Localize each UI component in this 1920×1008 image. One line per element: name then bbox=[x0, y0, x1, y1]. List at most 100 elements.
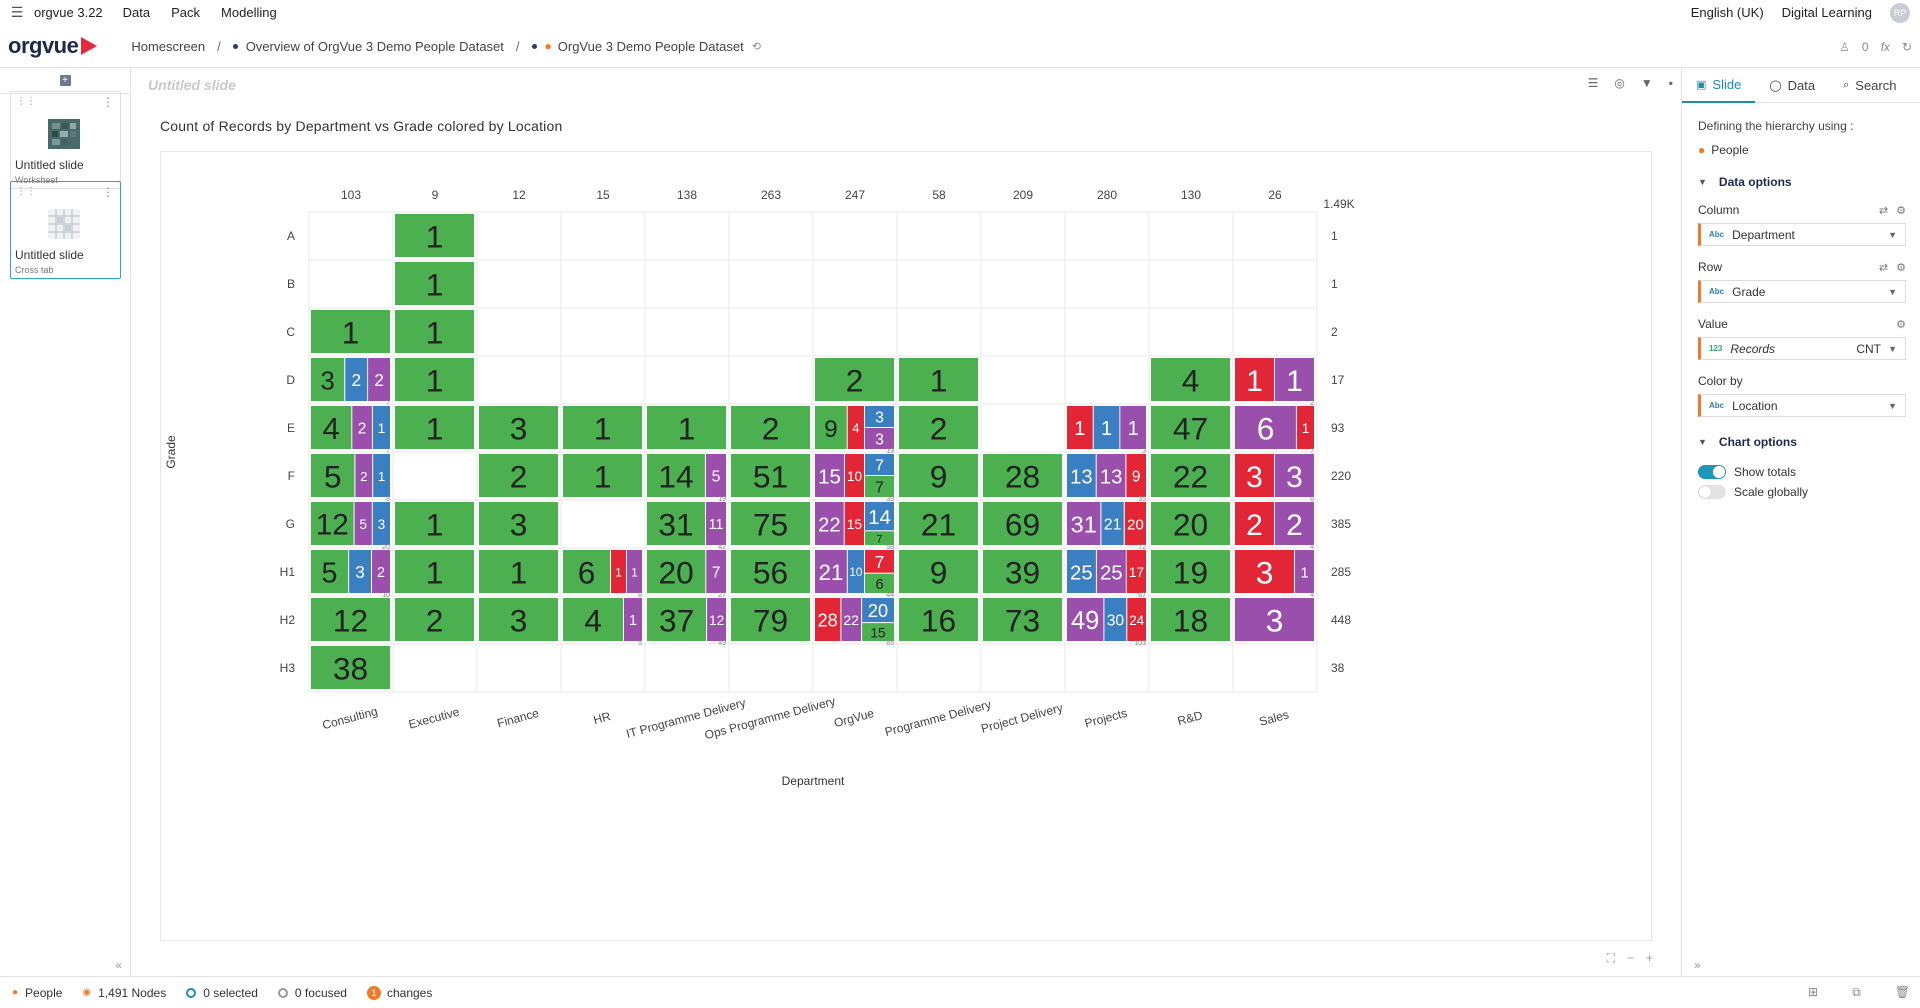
data-options-section[interactable]: ▼ Data options bbox=[1698, 175, 1906, 189]
duplicate-icon[interactable]: ⧉ bbox=[1852, 985, 1861, 999]
palette-icon[interactable]: ◎ bbox=[1614, 76, 1625, 90]
swap-icon[interactable]: ⇄ bbox=[1878, 261, 1889, 274]
breadcrumb-overview[interactable]: Overview of OrgVue 3 Demo People Dataset bbox=[232, 39, 504, 54]
cell-value: 3 bbox=[510, 410, 528, 446]
cell-value: 2 bbox=[930, 410, 948, 446]
cell-segment bbox=[1151, 454, 1230, 497]
language-selector[interactable]: English (UK) bbox=[1690, 5, 1764, 20]
expand-right-icon[interactable]: » bbox=[1694, 958, 1701, 972]
cell-segment bbox=[1067, 598, 1104, 641]
cell-segment bbox=[611, 550, 626, 593]
tab-slide[interactable]: ▣ Slide bbox=[1682, 68, 1756, 103]
formula-icon[interactable]: fx bbox=[1880, 39, 1890, 54]
status-nodes[interactable]: ◉ 1,491 Nodes bbox=[82, 986, 166, 1000]
swap-icon[interactable]: ⇄ bbox=[1878, 204, 1889, 217]
cell-segment bbox=[899, 502, 978, 545]
aggregation-value[interactable]: CNT bbox=[1856, 341, 1881, 356]
menu-modelling[interactable]: Modelling bbox=[221, 5, 277, 20]
slide-title: Untitled slide bbox=[15, 158, 84, 172]
hierarchy-value[interactable]: ● People bbox=[1698, 143, 1906, 157]
trash-icon[interactable]: 🗑 bbox=[1894, 985, 1910, 999]
status-selected-label: 0 selected bbox=[203, 985, 258, 1000]
add-slide-button[interactable]: + bbox=[59, 75, 71, 86]
status-selected[interactable]: 0 selected bbox=[186, 986, 258, 1000]
zoom-in-icon[interactable]: + bbox=[1645, 951, 1653, 965]
cell-segment bbox=[815, 454, 844, 497]
cell-value: 1 bbox=[629, 613, 637, 629]
slide-icon: ▣ bbox=[1696, 78, 1707, 91]
notes-icon[interactable]: ▪ bbox=[1668, 76, 1673, 90]
menu-pack[interactable]: Pack bbox=[171, 5, 201, 20]
refresh-icon[interactable]: ⟲ bbox=[751, 40, 761, 53]
sync-icon[interactable]: ↻ bbox=[1901, 39, 1912, 54]
gear-icon[interactable]: ⚙ bbox=[1896, 261, 1906, 274]
more-icon[interactable]: ⋮ bbox=[102, 95, 114, 109]
slide-type: Worksheet bbox=[15, 175, 58, 185]
cell-segment bbox=[1067, 406, 1093, 449]
cell-segment bbox=[865, 476, 894, 497]
gear-icon[interactable]: ⚙ bbox=[1896, 204, 1906, 217]
cell-value: 2 bbox=[426, 602, 444, 638]
collapse-left-icon[interactable]: « bbox=[115, 958, 122, 972]
colorby-value: Location bbox=[1732, 398, 1778, 413]
drag-handle-icon[interactable]: ⋮⋮ bbox=[16, 96, 36, 107]
menu-data[interactable]: Data bbox=[122, 5, 151, 20]
hamburger-menu-icon[interactable]: ☰ bbox=[10, 4, 24, 20]
cell-segment bbox=[844, 502, 864, 545]
cell-segment bbox=[1067, 502, 1101, 545]
cell-value: 2 bbox=[1246, 509, 1263, 542]
status-changes[interactable]: 1 changes bbox=[366, 985, 433, 1000]
value-select[interactable]: 123 Records CNT ▼ bbox=[1698, 337, 1906, 360]
breadcrumb-dataset-label: OrgVue 3 Demo People Dataset bbox=[557, 38, 744, 54]
fullscreen-icon[interactable]: ⛶ bbox=[1606, 951, 1615, 965]
cell-value: 3 bbox=[1266, 602, 1284, 638]
user-count-icon[interactable]: ♙ 0 bbox=[1839, 39, 1869, 54]
chart-options-section[interactable]: ▼ Chart options bbox=[1698, 435, 1906, 449]
cell-total: 10 bbox=[382, 592, 390, 599]
breadcrumb-dataset[interactable]: ● OrgVue 3 Demo People Dataset ⟲ bbox=[531, 38, 761, 54]
status-focused[interactable]: 0 focused bbox=[277, 986, 347, 1000]
gear-icon[interactable]: ⚙ bbox=[1896, 318, 1906, 331]
slide-card-crosstab[interactable]: ⋮⋮ ⋮ Untitled slide Cross tab bbox=[10, 181, 121, 279]
status-bar: ● People ◉ 1,491 Nodes 0 selected 0 focu… bbox=[0, 976, 1920, 1008]
scale-globally-toggle[interactable] bbox=[1698, 485, 1726, 499]
row-total: 17 bbox=[1331, 373, 1345, 387]
tab-search[interactable]: ⌕ Search bbox=[1829, 68, 1910, 103]
cell-segment bbox=[1101, 502, 1124, 545]
add-icon[interactable]: ⊞ bbox=[1808, 985, 1819, 999]
cell-total: 7 bbox=[386, 400, 390, 407]
cell-value: 28 bbox=[818, 611, 838, 631]
org-selector[interactable]: Digital Learning bbox=[1781, 5, 1872, 20]
cell-segment bbox=[372, 406, 390, 449]
zoom-out-icon[interactable]: − bbox=[1626, 951, 1634, 965]
status-dataset[interactable]: ● People bbox=[12, 986, 62, 1000]
column-label: Finance bbox=[496, 706, 541, 731]
breadcrumb-separator: / bbox=[217, 38, 221, 54]
cell-segment bbox=[983, 550, 1062, 593]
cell-segment bbox=[395, 550, 474, 593]
filter-icon[interactable]: ▼ bbox=[1640, 76, 1653, 90]
breadcrumb-home[interactable]: Homescreen bbox=[131, 38, 206, 54]
row-select[interactable]: Abc Grade ▼ bbox=[1698, 280, 1906, 303]
list-view-icon[interactable]: ☰ bbox=[1587, 76, 1599, 90]
top-right-controls: English (UK) Digital Learning RP bbox=[1691, 0, 1920, 25]
colorby-select[interactable]: Abc Location ▼ bbox=[1698, 394, 1906, 417]
cell-segment bbox=[395, 406, 474, 449]
drag-handle-icon[interactable]: ⋮⋮ bbox=[16, 186, 36, 197]
cell-value: 1 bbox=[1101, 418, 1112, 440]
column-select[interactable]: Abc Department ▼ bbox=[1698, 223, 1906, 246]
show-totals-toggle[interactable] bbox=[1698, 465, 1726, 479]
tab-data[interactable]: ◯ Data bbox=[1755, 68, 1829, 103]
slide-title-input[interactable]: Untitled slide bbox=[148, 77, 236, 93]
orgvue-logo[interactable]: orgvue bbox=[8, 33, 98, 59]
status-changes-label: changes bbox=[386, 985, 433, 1000]
cell-segment bbox=[647, 550, 706, 593]
data-icon: ◯ bbox=[1769, 79, 1782, 92]
avatar[interactable]: RP bbox=[1890, 2, 1910, 23]
more-icon[interactable]: ⋮ bbox=[102, 185, 114, 199]
row-total: 38 bbox=[1331, 661, 1345, 675]
slide-card-worksheet[interactable]: ⋮⋮ ⋮ Untitled slide Worksheet bbox=[10, 91, 121, 189]
column-label: OrgVue bbox=[832, 706, 875, 730]
cell-value: 3 bbox=[355, 563, 365, 582]
logo-text: orgvue bbox=[8, 33, 79, 58]
